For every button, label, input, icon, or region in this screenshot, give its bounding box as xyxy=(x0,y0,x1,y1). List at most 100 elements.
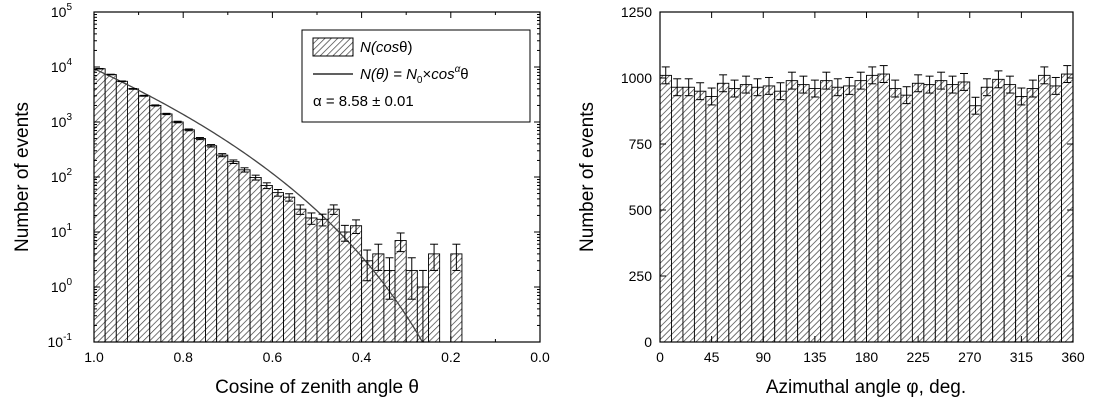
azimuth-bar xyxy=(843,85,856,343)
azimuth-y-tick-label: 500 xyxy=(629,202,653,218)
zenith-chart: 1.0 0.8 0.6 0.4 0.2 0.0 10-110010110210310410… xyxy=(12,2,550,398)
zenith-error-bars xyxy=(95,67,461,342)
zenith-bar xyxy=(138,95,151,343)
azimuth-bar xyxy=(877,73,890,343)
azimuth-y-ticks: 0 250 500 750 1000 1250 xyxy=(621,4,1073,350)
legend-alpha-value: α = 8.58 ± 0.01 xyxy=(313,93,414,110)
legend-entry-histogram: N(cosθ) xyxy=(360,39,413,56)
azimuth-bar xyxy=(808,88,822,343)
azimuth-bar xyxy=(716,82,730,343)
legend-hatch-swatch xyxy=(312,37,354,57)
zenith-legend: N(cosθ) N(θ) = N0×cosαθ α = 8.58 ± 0.01 xyxy=(301,29,531,123)
azimuth-bar xyxy=(671,86,684,343)
azimuth-x-tick-label: 270 xyxy=(958,349,982,365)
zenith-x-tick-label: 0.6 xyxy=(263,349,283,365)
azimuth-x-axis-label: Azimuthal angle φ, deg. xyxy=(766,377,966,398)
zenith-y-axis-label: Number of events xyxy=(12,102,33,252)
azimuth-bar xyxy=(831,86,845,343)
zenith-y-tick-label: 101 xyxy=(51,222,73,240)
zenith-bar xyxy=(249,177,262,343)
azimuth-y-axis-label: Number of events xyxy=(577,102,598,252)
azimuth-bar xyxy=(946,84,959,343)
azimuth-x-tick-label: 0 xyxy=(656,349,664,365)
azimuth-bar xyxy=(900,94,913,343)
azimuth-bar xyxy=(1026,88,1040,343)
azimuth-bar xyxy=(1003,84,1017,343)
zenith-bar xyxy=(149,104,162,343)
azimuth-bar xyxy=(705,96,718,343)
azimuth-bar xyxy=(911,82,925,343)
zenith-bar xyxy=(316,218,329,343)
azimuth-y-tick-label: 250 xyxy=(629,268,653,284)
zenith-bar xyxy=(115,80,128,343)
zenith-y-tick-label: 100 xyxy=(51,277,73,295)
azimuth-x-ticks: 0 45 90 135 180 225 270 315 360 xyxy=(656,12,1085,365)
azimuth-bar xyxy=(659,74,672,343)
zenith-bar xyxy=(171,121,184,343)
zenith-x-tick-label: 0.4 xyxy=(352,349,372,365)
azimuth-x-tick-label: 315 xyxy=(1010,349,1034,365)
zenith-y-ticks: 10-1 100 101 102 103 104 105 xyxy=(48,2,540,350)
zenith-bar xyxy=(305,217,318,343)
zenith-y-tick-label: 10-1 xyxy=(48,332,73,350)
zenith-bar xyxy=(104,74,117,343)
azimuth-bar xyxy=(957,81,971,343)
zenith-fit-curve xyxy=(93,68,425,343)
azimuth-x-tick-label: 90 xyxy=(755,349,771,365)
legend-entry-fit: N(θ) = N0×cosαθ xyxy=(360,64,469,86)
azimuth-bar xyxy=(682,86,695,343)
zenith-bar xyxy=(394,240,407,343)
zenith-bar xyxy=(338,231,351,343)
azimuth-bar xyxy=(1049,85,1062,343)
azimuth-x-tick-label: 225 xyxy=(906,349,930,365)
azimuth-bar xyxy=(923,84,936,343)
azimuth-y-tick-label: 1000 xyxy=(621,70,652,86)
azimuth-bar xyxy=(728,88,741,343)
zenith-bar xyxy=(327,208,340,343)
azimuth-bar xyxy=(797,84,810,343)
zenith-bar xyxy=(182,129,195,343)
azimuth-y-tick-label: 750 xyxy=(629,136,653,152)
azimuth-chart: 0 45 90 135 180 225 270 315 360 0 250 500 750 1000 12… xyxy=(577,4,1085,398)
azimuth-bar xyxy=(1061,73,1074,343)
azimuth-y-tick-label: 1250 xyxy=(621,4,652,20)
azimuth-bar xyxy=(1015,96,1028,343)
azimuth-bar xyxy=(866,74,879,343)
azimuth-x-tick-label: 135 xyxy=(803,349,827,365)
azimuth-bars xyxy=(659,73,1074,343)
zenith-bar xyxy=(227,161,240,343)
zenith-x-tick-label: 0.2 xyxy=(441,349,461,365)
azimuth-bar xyxy=(992,78,1005,343)
zenith-bar xyxy=(216,154,229,343)
zenith-bar xyxy=(205,145,218,343)
azimuth-bar xyxy=(1038,74,1051,343)
azimuth-bar xyxy=(969,105,982,343)
azimuth-bar xyxy=(739,84,753,343)
azimuth-bar xyxy=(888,88,902,343)
zenith-y-tick-label: 102 xyxy=(51,167,73,185)
azimuth-bar xyxy=(693,90,707,343)
azimuth-x-tick-label: 180 xyxy=(855,349,879,365)
zenith-y-tick-label: 105 xyxy=(51,2,73,20)
azimuth-bar xyxy=(785,80,799,343)
zenith-bar xyxy=(271,192,284,343)
zenith-bar xyxy=(193,138,206,343)
azimuth-x-tick-label: 45 xyxy=(704,349,720,365)
zenith-x-axis-label: Cosine of zenith angle θ xyxy=(215,377,419,398)
azimuth-error-bars xyxy=(661,65,1072,115)
zenith-fit-line xyxy=(93,68,425,343)
azimuth-bar xyxy=(762,85,776,343)
zenith-bar xyxy=(294,208,307,343)
zenith-x-ticks: 1.0 0.8 0.6 0.4 0.2 0.0 xyxy=(84,12,550,365)
zenith-y-tick-label: 103 xyxy=(51,112,73,130)
azimuth-bar xyxy=(854,80,867,343)
azimuth-bar xyxy=(774,90,787,343)
zenith-y-tick-label: 104 xyxy=(51,57,73,75)
zenith-bar xyxy=(260,185,273,343)
zenith-x-tick-label: 1.0 xyxy=(84,349,104,365)
zenith-bar xyxy=(126,88,140,343)
zenith-x-tick-label: 0.0 xyxy=(530,349,550,365)
azimuth-y-tick-label: 0 xyxy=(644,334,652,350)
azimuth-bar xyxy=(980,86,994,343)
